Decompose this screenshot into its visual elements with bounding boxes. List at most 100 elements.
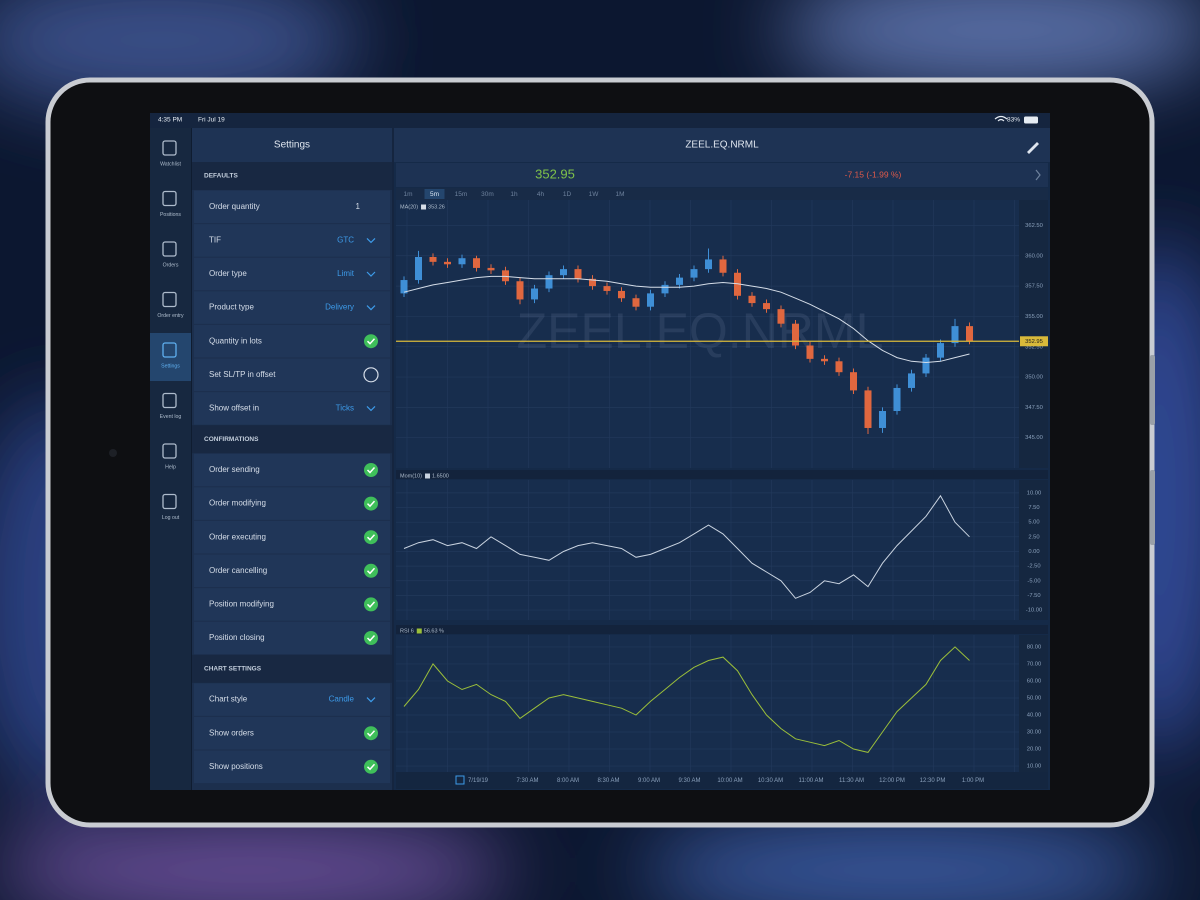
y-tick-label: 30.00 xyxy=(1027,730,1042,736)
panel-separator xyxy=(396,470,1048,479)
dropdown-chevron[interactable] xyxy=(366,271,376,277)
y-tick-label: 357.50 xyxy=(1025,284,1043,290)
checkbox-checked[interactable] xyxy=(364,463,378,477)
sidebar xyxy=(150,128,191,790)
x-tick-label: 10:30 AM xyxy=(758,778,783,784)
setting-label: Chart style xyxy=(209,695,248,704)
legend-swatch xyxy=(421,204,427,210)
settings-row xyxy=(194,453,390,487)
section-title: CHART SETTINGS xyxy=(204,666,262,673)
rsi-line xyxy=(403,646,970,753)
timeframe[interactable]: 4h xyxy=(537,191,545,198)
timeframe[interactable]: 1W xyxy=(589,191,600,198)
calendar-icon[interactable] xyxy=(455,775,465,785)
legend-swatch xyxy=(425,473,431,479)
sidebar-icon xyxy=(162,443,177,459)
dropdown-chevron[interactable] xyxy=(366,405,376,412)
setting-label: Set SL/TP in offset xyxy=(209,370,276,379)
sidebar-label[interactable]: Settings xyxy=(161,363,180,369)
timeframe[interactable]: 1D xyxy=(563,191,572,198)
checkmark xyxy=(366,730,376,737)
candle-body xyxy=(792,323,799,346)
dropdown-chevron[interactable] xyxy=(366,697,376,703)
chevron-right[interactable] xyxy=(1035,169,1041,181)
setting-label: Order executing xyxy=(209,532,266,541)
indicator-value: 56.63 % xyxy=(424,628,444,634)
checkbox-checked[interactable] xyxy=(364,334,378,349)
candle-body xyxy=(835,361,843,373)
sidebar-label[interactable]: Watchlist xyxy=(160,161,181,167)
setting-label: Order sending xyxy=(209,465,260,474)
setting-value[interactable]: Candle xyxy=(329,695,355,704)
checkbox-checked[interactable] xyxy=(364,563,378,578)
settings-row xyxy=(194,324,390,358)
candle-body xyxy=(415,256,422,281)
checkbox-checked[interactable] xyxy=(364,530,378,545)
y-tick-label: 40.00 xyxy=(1027,713,1042,719)
edit-icon[interactable] xyxy=(1027,142,1039,154)
candle-body xyxy=(864,390,872,428)
sidebar-label[interactable]: Orders xyxy=(163,262,179,268)
dropdown-chevron[interactable] xyxy=(366,305,376,311)
setting-label: Position closing xyxy=(209,633,265,642)
candle-body xyxy=(516,281,524,300)
timeframe[interactable]: 30m xyxy=(481,191,494,198)
sidebar-label[interactable]: Event log xyxy=(160,414,182,420)
settings-row xyxy=(194,224,390,257)
checkbox-checked[interactable] xyxy=(364,597,378,612)
current-price-label: 352.95 xyxy=(1025,339,1043,345)
timeframe[interactable]: 5m xyxy=(430,191,439,198)
settings-row xyxy=(194,750,390,784)
checkbox-checked[interactable] xyxy=(364,726,378,741)
timeframe[interactable]: 1h xyxy=(510,191,518,198)
candle-body xyxy=(487,267,495,271)
setting-value[interactable]: Ticks xyxy=(336,404,354,413)
checkbox-checked[interactable] xyxy=(364,631,378,645)
y-tick-label: -2.50 xyxy=(1027,564,1040,570)
timeframe[interactable]: 1M xyxy=(615,191,624,198)
panel-separator xyxy=(396,625,1048,634)
candle-body xyxy=(850,372,857,391)
candle-body xyxy=(705,259,712,270)
x-tick-label: 12:30 PM xyxy=(920,778,946,784)
checkbox-unchecked[interactable] xyxy=(363,367,379,383)
y-tick-label: -7.50 xyxy=(1027,593,1040,599)
x-tick-label: 7/19/19 xyxy=(468,778,489,784)
setting-value[interactable]: GTC xyxy=(337,236,354,245)
candle-body xyxy=(937,343,944,358)
candle-body xyxy=(444,261,451,265)
setting-value[interactable]: Limit xyxy=(337,269,355,278)
y-tick-label: 362.50 xyxy=(1025,223,1043,229)
sidebar-label[interactable]: Order entry xyxy=(157,313,184,319)
dropdown-chevron[interactable] xyxy=(366,237,376,244)
section-header xyxy=(192,654,392,683)
sidebar-icon xyxy=(162,140,177,156)
wifi-icon xyxy=(994,115,1008,122)
checkbox-checked[interactable] xyxy=(364,496,378,511)
candle-body xyxy=(879,411,886,428)
settings-row xyxy=(194,520,390,554)
candle-body xyxy=(531,288,538,300)
setting-label: Product type xyxy=(209,303,254,312)
timeframe[interactable]: 1m xyxy=(403,191,412,198)
settings-row xyxy=(194,358,390,392)
sidebar-label[interactable]: Log out xyxy=(162,515,180,521)
setting-label: Show orders xyxy=(209,728,254,737)
y-tick-label: 70.00 xyxy=(1027,661,1042,667)
candle-body xyxy=(734,272,741,296)
y-tick-label: 10.00 xyxy=(1027,764,1042,770)
checkbox-checked[interactable] xyxy=(364,759,378,774)
setting-value[interactable]: Delivery xyxy=(325,303,354,312)
y-tick-label: 7.50 xyxy=(1028,505,1039,511)
candle-body xyxy=(603,286,611,291)
checkmark xyxy=(366,500,376,508)
timeframe-bar xyxy=(396,188,1048,200)
x-tick-label: 12:00 PM xyxy=(879,778,905,784)
sidebar-label[interactable]: Positions xyxy=(160,212,181,218)
timeframe[interactable]: 15m xyxy=(455,191,468,198)
timeframe-active xyxy=(424,189,445,199)
sidebar-label[interactable]: Help xyxy=(165,464,176,470)
candle-body xyxy=(502,270,509,282)
settings-title: Settings xyxy=(274,140,310,151)
